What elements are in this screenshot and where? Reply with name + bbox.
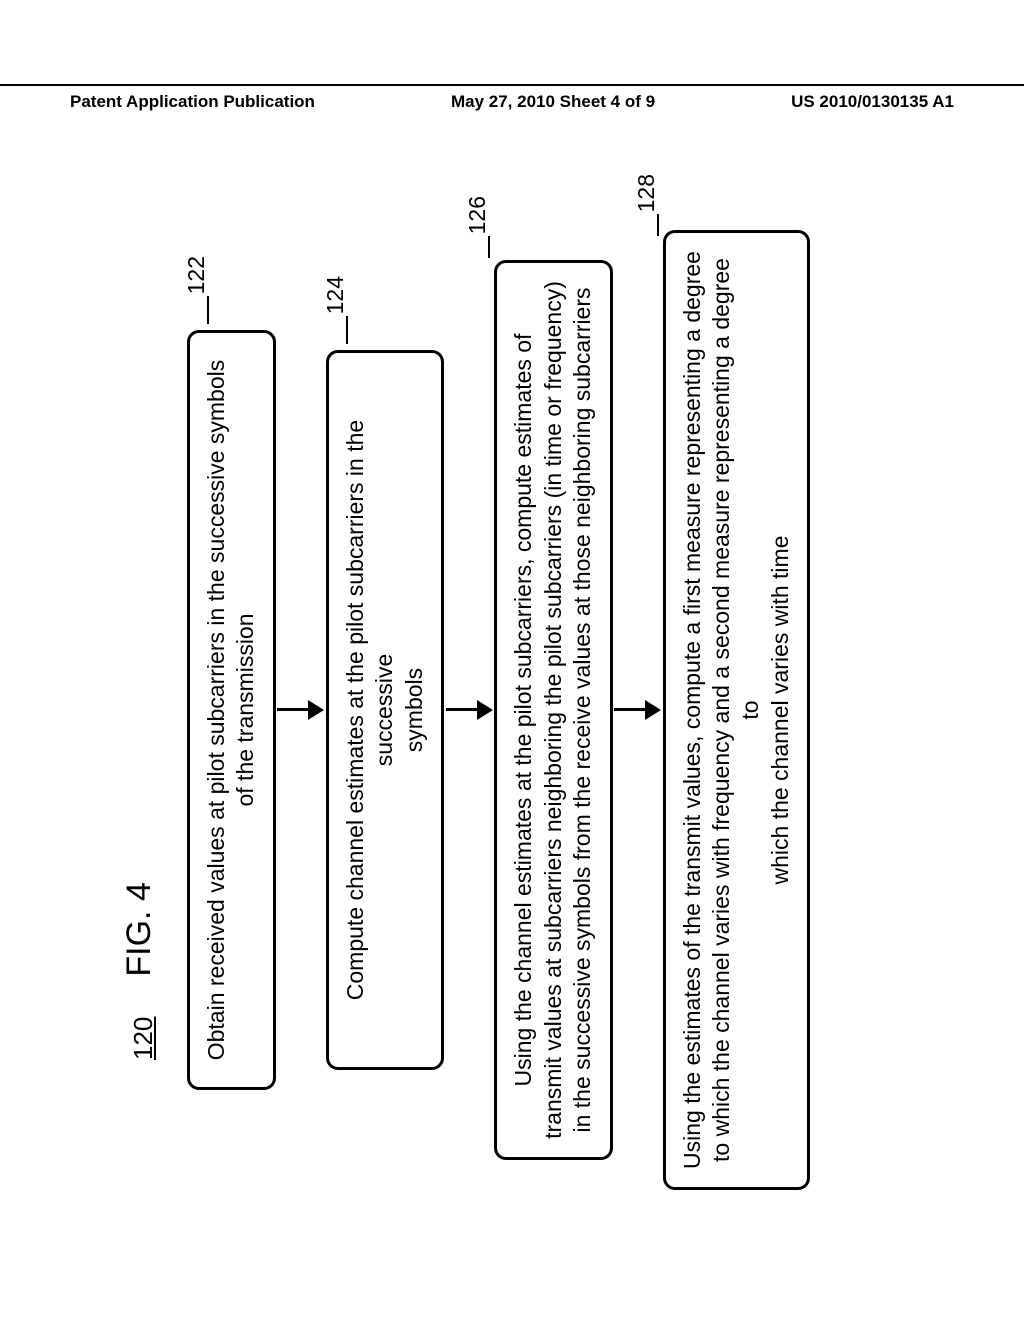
flowchart-ref-tick bbox=[657, 214, 659, 236]
flowchart-arrow bbox=[444, 700, 494, 720]
flowchart-arrow bbox=[276, 700, 326, 720]
arrow-shaft bbox=[446, 709, 478, 712]
flowchart-box-line: which the channel varies with time bbox=[766, 251, 795, 1169]
flowchart-refnum: 122 bbox=[183, 256, 210, 294]
arrow-head-icon bbox=[645, 700, 661, 720]
figure-rotated-wrapper: 120 FIG. 4 Obtain received values at pil… bbox=[120, 0, 810, 200]
flowchart-box: Obtain received values at pilot subcarri… bbox=[187, 330, 276, 1090]
arrow-head-icon bbox=[308, 700, 324, 720]
flowchart-box-line: to which the channel varies with frequen… bbox=[707, 251, 766, 1169]
flowchart-refnum: 128 bbox=[633, 174, 660, 212]
flowchart-node: Using the channel estimates at the pilot… bbox=[494, 260, 612, 1160]
flowchart-box-line: Obtain received values at pilot subcarri… bbox=[202, 351, 231, 1069]
flowchart-refnum: 124 bbox=[322, 276, 349, 314]
figure-heading-row: 120 FIG. 4 bbox=[120, 200, 159, 1060]
flowchart-box: Using the channel estimates at the pilot… bbox=[494, 260, 612, 1160]
figure-content: 120 FIG. 4 Obtain received values at pil… bbox=[120, 200, 810, 1220]
flowchart-node: Compute channel estimates at the pilot s… bbox=[326, 350, 444, 1070]
flowchart-ref-tick bbox=[207, 296, 209, 324]
flowchart-box: Using the estimates of the transmit valu… bbox=[663, 230, 811, 1190]
flowchart: Obtain received values at pilot subcarri… bbox=[187, 200, 810, 1220]
figure-refnum: 120 bbox=[128, 1017, 159, 1060]
arrow-head-icon bbox=[477, 700, 493, 720]
arrow-shaft bbox=[277, 709, 309, 712]
flowchart-box-line: Using the estimates of the transmit valu… bbox=[678, 251, 707, 1169]
flowchart-arrow bbox=[613, 700, 663, 720]
flowchart-ref-tick bbox=[488, 236, 490, 258]
flowchart-node: Using the estimates of the transmit valu… bbox=[663, 230, 811, 1190]
flowchart-node: Obtain received values at pilot subcarri… bbox=[187, 330, 276, 1090]
flowchart-box: Compute channel estimates at the pilot s… bbox=[326, 350, 444, 1070]
arrow-shaft bbox=[614, 709, 646, 712]
flowchart-box-line: Using the channel estimates at the pilot… bbox=[509, 281, 538, 1139]
flowchart-ref-tick bbox=[346, 316, 348, 344]
header-right: US 2010/0130135 A1 bbox=[791, 92, 954, 112]
flowchart-box-line: of the transmission bbox=[231, 351, 260, 1069]
figure-title: FIG. 4 bbox=[120, 882, 159, 976]
flowchart-refnum: 126 bbox=[464, 196, 491, 234]
flowchart-box-line: Compute channel estimates at the pilot s… bbox=[341, 371, 400, 1049]
flowchart-box-line: transmit values at subcarriers neighbori… bbox=[539, 281, 568, 1139]
flowchart-box-line: in the successive symbols from the recei… bbox=[568, 281, 597, 1139]
page: Patent Application Publication May 27, 2… bbox=[0, 0, 1024, 1320]
flowchart-box-line: symbols bbox=[400, 371, 429, 1049]
